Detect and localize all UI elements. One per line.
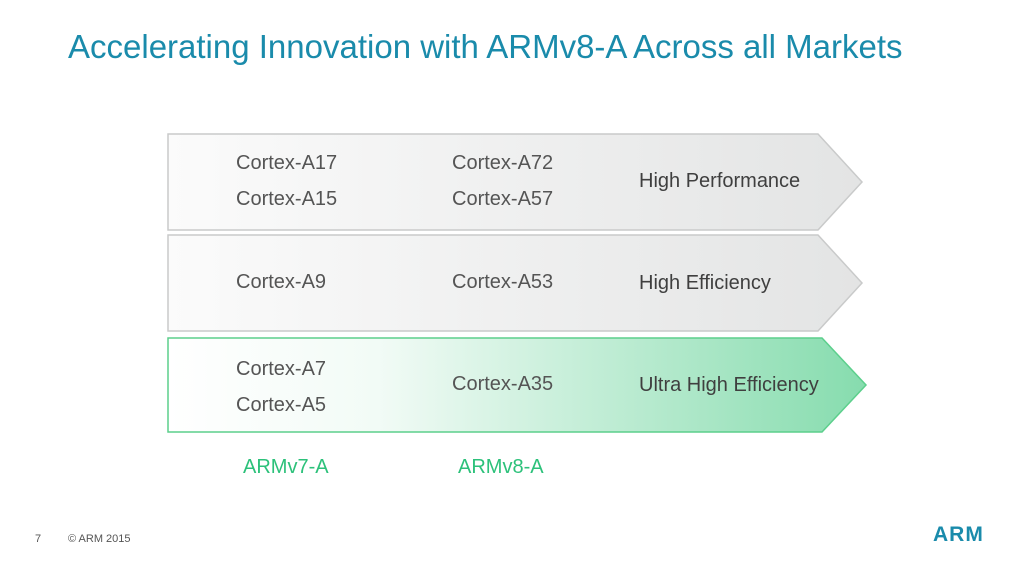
slide-title: Accelerating Innovation with ARMv8-A Acr…: [68, 28, 903, 65]
core-cortex-a7: Cortex-A7: [236, 358, 327, 380]
tier-label-high-performance: High Performance: [639, 170, 801, 192]
core-cortex-a57: Cortex-A57: [452, 188, 554, 210]
core-cortex-a53: Cortex-A53: [452, 271, 554, 293]
core-cortex-a5: Cortex-A5: [236, 394, 327, 416]
core-cortex-a35: Cortex-A35: [452, 373, 554, 395]
page-number: 7: [35, 533, 42, 545]
copyright: © ARM 2015: [68, 533, 131, 545]
core-cortex-a72: Cortex-A72: [452, 152, 554, 174]
band-high-performance: [167, 133, 864, 231]
band-ultra-high-efficiency: [167, 337, 868, 433]
column-label-armv8a: ARMv8-A: [458, 456, 544, 478]
band-high-efficiency: [167, 234, 864, 332]
column-label-armv7a: ARMv7-A: [243, 456, 329, 478]
core-cortex-a17: Cortex-A17: [236, 152, 338, 174]
tier-label-ultra-high-efficiency: Ultra High Efficiency: [639, 374, 819, 396]
tier-label-high-efficiency: High Efficiency: [639, 272, 771, 294]
core-cortex-a9: Cortex-A9: [236, 271, 327, 293]
arm-logo: ARM: [933, 523, 984, 546]
core-cortex-a15: Cortex-A15: [236, 188, 338, 210]
